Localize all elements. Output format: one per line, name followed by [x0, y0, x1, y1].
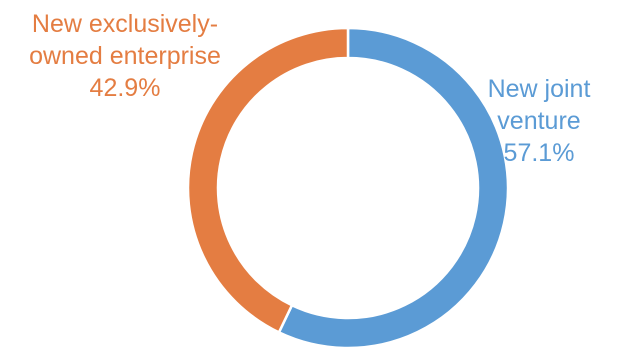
- slice-label-line: New exclusively-: [31, 10, 219, 38]
- slice-label-line: venture: [497, 107, 581, 135]
- slice-value-label: 42.9%: [89, 74, 161, 102]
- slice-value-label: 57.1%: [503, 139, 575, 167]
- slice-label-new-joint-venture: New joint venture 57.1%: [469, 73, 609, 169]
- donut-slice-1: [186, 26, 350, 335]
- slice-label-line: New joint: [487, 75, 591, 103]
- slice-label-new-exclusively-owned-enterprise: New exclusively- owned enterprise 42.9%: [0, 8, 250, 104]
- slice-label-line: owned enterprise: [29, 42, 221, 70]
- donut-slice-0: [277, 26, 510, 350]
